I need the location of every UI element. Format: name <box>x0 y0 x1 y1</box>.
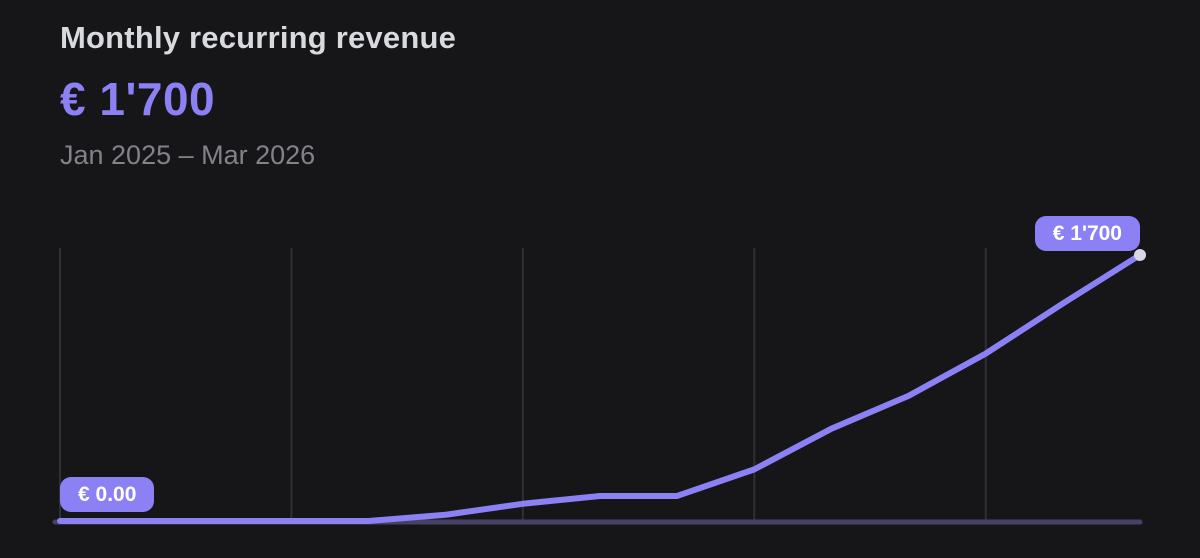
revenue-line <box>57 252 1143 524</box>
mrr-value: € 1'700 <box>60 73 216 125</box>
date-range: Jan 2025 – Mar 2026 <box>60 140 316 170</box>
revenue-chart[interactable] <box>0 240 1200 558</box>
min-value-badge: € 0.00 <box>60 477 155 513</box>
page-title: Monthly recurring revenue <box>60 20 457 55</box>
card-header: Monthly recurring revenue € 1'700 Jan 20… <box>60 20 456 171</box>
end-point-dot <box>1134 249 1146 261</box>
max-value-badge: € 1'700 <box>1034 216 1140 252</box>
revenue-chart-svg[interactable] <box>0 240 1200 558</box>
